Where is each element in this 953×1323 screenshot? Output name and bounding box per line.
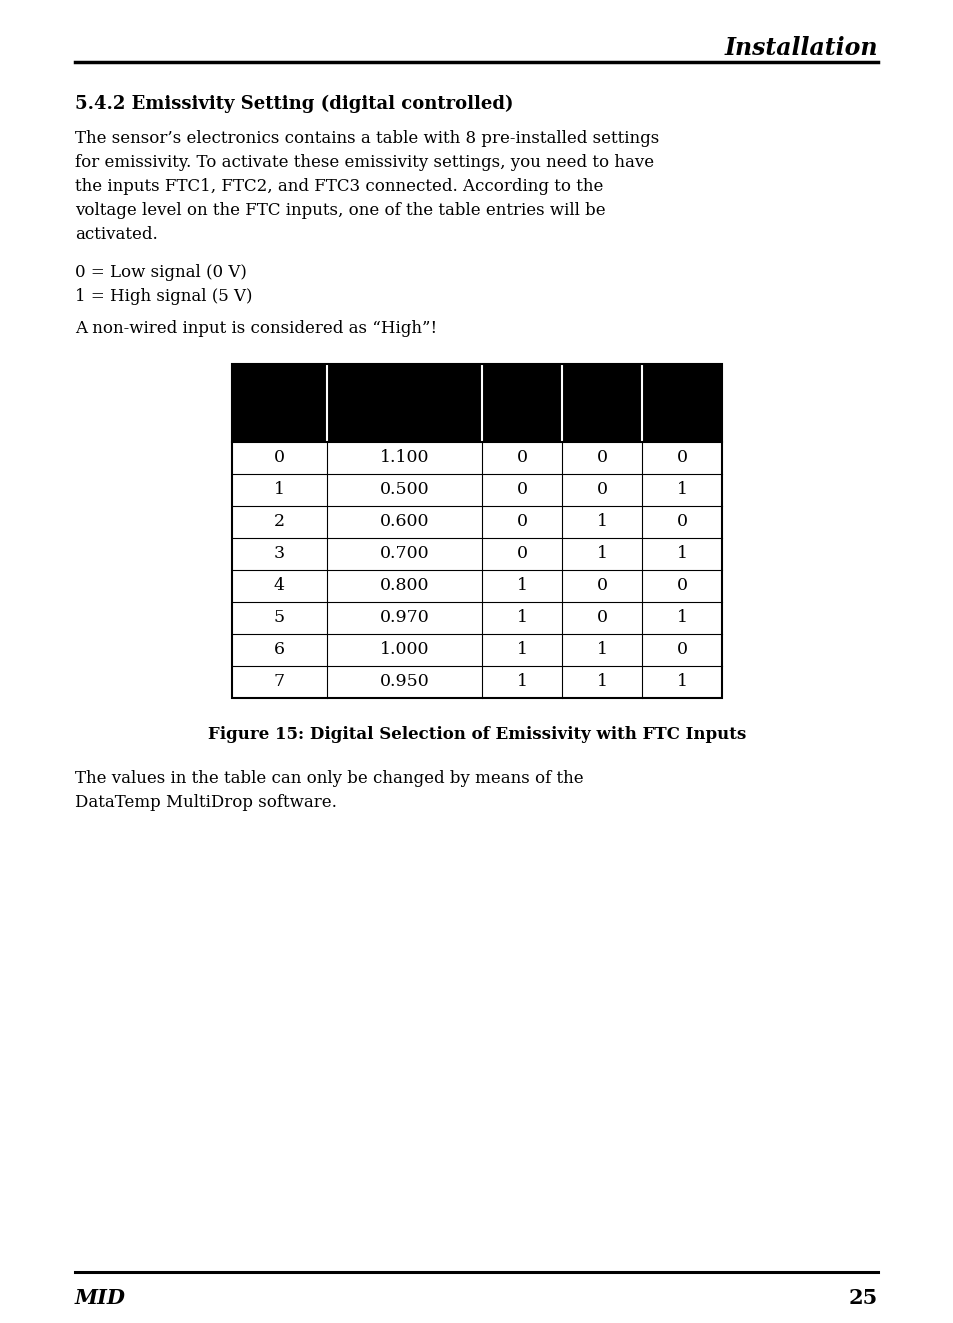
Text: 0.970: 0.970 — [379, 610, 429, 627]
Text: 0: 0 — [676, 642, 687, 659]
Text: 0: 0 — [516, 513, 527, 531]
Text: 1: 1 — [676, 482, 687, 499]
Text: 4: 4 — [274, 578, 285, 594]
Text: 0: 0 — [516, 545, 527, 562]
Bar — [232, 665, 721, 699]
Text: the inputs FTC1, FTC2, and FTC3 connected. According to the: the inputs FTC1, FTC2, and FTC3 connecte… — [75, 179, 602, 194]
Text: voltage level on the FTC inputs, one of the table entries will be: voltage level on the FTC inputs, one of … — [75, 202, 605, 220]
Text: 7: 7 — [274, 673, 285, 691]
Text: 0.950: 0.950 — [379, 673, 429, 691]
Text: 0 = Low signal (0 V): 0 = Low signal (0 V) — [75, 265, 247, 280]
Bar — [232, 364, 721, 699]
Bar — [232, 505, 721, 538]
Text: Figure 15: Digital Selection of Emissivity with FTC Inputs: Figure 15: Digital Selection of Emissivi… — [208, 726, 745, 744]
Text: The values in the table can only be changed by means of the: The values in the table can only be chan… — [75, 770, 583, 787]
Text: 0: 0 — [596, 578, 607, 594]
Text: 0.700: 0.700 — [379, 545, 429, 562]
Bar — [232, 538, 721, 570]
Text: 1: 1 — [516, 610, 527, 627]
Text: 0: 0 — [516, 450, 527, 467]
Text: 0: 0 — [516, 482, 527, 499]
Text: 1: 1 — [676, 545, 687, 562]
Text: 0: 0 — [596, 450, 607, 467]
Text: A non-wired input is considered as “High”!: A non-wired input is considered as “High… — [75, 320, 436, 337]
Text: 1: 1 — [676, 673, 687, 691]
Text: 1: 1 — [596, 673, 607, 691]
Text: 0: 0 — [596, 610, 607, 627]
Text: 1: 1 — [676, 610, 687, 627]
Text: 1: 1 — [596, 513, 607, 531]
Bar — [232, 474, 721, 505]
Bar — [232, 634, 721, 665]
Text: 2: 2 — [274, 513, 285, 531]
Bar — [232, 442, 721, 474]
Text: for emissivity. To activate these emissivity settings, you need to have: for emissivity. To activate these emissi… — [75, 153, 654, 171]
Text: activated.: activated. — [75, 226, 157, 243]
Text: 0.800: 0.800 — [379, 578, 429, 594]
Text: 1: 1 — [516, 642, 527, 659]
Text: 1: 1 — [516, 578, 527, 594]
Text: The sensor’s electronics contains a table with 8 pre-installed settings: The sensor’s electronics contains a tabl… — [75, 130, 659, 147]
Text: 0.500: 0.500 — [379, 482, 429, 499]
Text: MID: MID — [75, 1289, 126, 1308]
Text: 1.100: 1.100 — [379, 450, 429, 467]
Text: 1: 1 — [516, 673, 527, 691]
Bar — [232, 602, 721, 634]
Text: 5.4.2 Emissivity Setting (digital controlled): 5.4.2 Emissivity Setting (digital contro… — [75, 95, 513, 114]
Text: 0: 0 — [676, 578, 687, 594]
Text: DataTemp MultiDrop software.: DataTemp MultiDrop software. — [75, 794, 336, 811]
Text: 25: 25 — [848, 1289, 877, 1308]
Text: Installation: Installation — [723, 36, 877, 60]
Text: 1: 1 — [596, 642, 607, 659]
Text: 0.600: 0.600 — [379, 513, 429, 531]
Text: 5: 5 — [274, 610, 285, 627]
Bar — [232, 364, 721, 442]
Text: 0: 0 — [274, 450, 285, 467]
Text: 1: 1 — [274, 482, 285, 499]
Text: 1: 1 — [596, 545, 607, 562]
Text: 1.000: 1.000 — [379, 642, 429, 659]
Text: 0: 0 — [676, 513, 687, 531]
Text: 3: 3 — [274, 545, 285, 562]
Text: 1 = High signal (5 V): 1 = High signal (5 V) — [75, 288, 253, 306]
Bar — [232, 570, 721, 602]
Text: 0: 0 — [676, 450, 687, 467]
Text: 0: 0 — [596, 482, 607, 499]
Text: 6: 6 — [274, 642, 285, 659]
